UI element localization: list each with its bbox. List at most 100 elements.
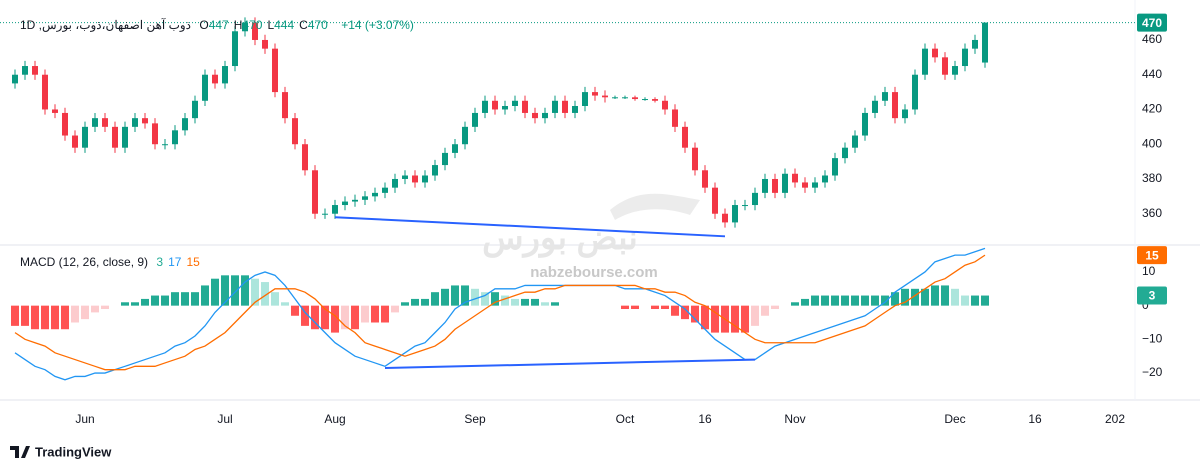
candle-body — [802, 182, 808, 188]
candle-body — [872, 100, 878, 113]
candle-body — [612, 97, 618, 99]
histogram-bar — [871, 295, 879, 306]
histogram-bar — [271, 292, 279, 306]
price-change: +14 (+3.07%) — [341, 18, 414, 32]
histogram-bar — [681, 305, 689, 320]
candle-body — [522, 100, 528, 113]
candle-body — [302, 144, 308, 171]
y-tick-label: 380 — [1142, 171, 1162, 185]
candle-body — [852, 135, 858, 148]
candle-body — [452, 144, 458, 153]
histogram-bar — [361, 305, 369, 323]
candle-body — [492, 100, 498, 110]
candle-body — [382, 187, 388, 193]
histogram-bar — [791, 302, 799, 306]
candle-body — [342, 201, 348, 206]
candle-body — [662, 100, 668, 110]
histogram-bar — [651, 305, 659, 310]
candle-body — [232, 31, 238, 67]
candle-body — [162, 144, 168, 146]
candle-body — [692, 147, 698, 171]
candle-body — [792, 173, 798, 183]
x-tick-label: Nov — [784, 412, 805, 426]
histogram-bar — [141, 298, 149, 306]
histogram-bar — [661, 305, 669, 310]
x-tick-label: Sep — [464, 412, 486, 426]
histogram-bar — [311, 305, 319, 330]
histogram-bar — [121, 302, 129, 306]
candle-body — [422, 175, 428, 183]
candle-body — [632, 97, 638, 100]
macd-legend: MACD (12, 26, close, 9) 3 17 15 — [20, 255, 210, 269]
histogram-bar — [81, 305, 89, 320]
histogram-bar — [931, 285, 939, 306]
candle-body — [602, 95, 608, 98]
candle-body — [762, 178, 768, 193]
price-legend: ذوب آهن اصفهان،ذوب، بورس, 1D O447 H470 L44… — [20, 18, 419, 32]
candle-body — [412, 175, 418, 183]
candle-body — [272, 48, 278, 93]
price-badge-label: 470 — [1142, 16, 1162, 30]
candle-body — [482, 100, 488, 113]
histogram-bar — [801, 298, 809, 306]
indicator-line — [14, 254, 986, 371]
histogram-bar — [841, 295, 849, 306]
histogram-bar — [441, 288, 449, 306]
histogram-bar — [181, 292, 189, 306]
price-badge — [1137, 286, 1167, 305]
histogram-bar — [31, 305, 39, 330]
ohlc-values: O447 H470 L444 C470 — [199, 18, 333, 32]
indicator-line — [14, 247, 986, 381]
histogram-bar — [741, 305, 749, 333]
histogram-bar — [761, 305, 769, 316]
histogram-bar — [151, 295, 159, 306]
candle-body — [262, 39, 268, 49]
candle-body — [12, 74, 18, 84]
candle-body — [842, 147, 848, 159]
candle-body — [572, 105, 578, 113]
histogram-bar — [431, 292, 439, 306]
histogram-bar — [261, 282, 269, 306]
y-tick-label: 440 — [1142, 67, 1162, 81]
candle-body — [182, 118, 188, 131]
histogram-bar — [351, 305, 359, 330]
macd-value: 17 — [168, 255, 182, 269]
watermark-site: nabzebourse.com — [530, 264, 658, 281]
histogram-bar — [191, 292, 199, 306]
histogram-bar — [391, 305, 399, 313]
indicator-title: MACD (12, 26, close, 9) — [20, 255, 149, 269]
candle-body — [212, 74, 218, 84]
candle-body — [372, 192, 378, 197]
histogram-bar — [691, 305, 699, 323]
candle-body — [742, 205, 748, 207]
ohlc-value: 447 — [208, 18, 229, 32]
x-tick-label: 16 — [1028, 412, 1042, 426]
candle-body — [672, 109, 678, 127]
histogram-bar — [881, 295, 889, 306]
candle-body — [722, 213, 728, 223]
candle-body — [472, 112, 478, 127]
ohlc-label: H — [233, 18, 243, 32]
indicator-values: 3 17 15 — [156, 255, 204, 269]
logo-icon — [10, 446, 30, 458]
y-tick-label: 400 — [1142, 136, 1162, 150]
candle-body — [502, 105, 508, 110]
candle-body — [172, 130, 178, 145]
histogram-bar — [911, 288, 919, 306]
candle-body — [62, 112, 68, 136]
ohlc-label: O — [199, 18, 209, 32]
histogram-bar — [251, 278, 259, 306]
candle-body — [682, 126, 688, 148]
histogram-bar — [41, 305, 49, 330]
histogram-bar — [821, 295, 829, 306]
histogram-bar — [291, 305, 299, 316]
candle-body — [542, 112, 548, 119]
y-tick-label: 0 — [1142, 298, 1149, 312]
candle-body — [812, 182, 818, 188]
price-badge-label: 15 — [1145, 248, 1159, 262]
candle-body — [702, 170, 708, 188]
y-tick-label: 420 — [1142, 102, 1162, 116]
candle-body — [582, 92, 588, 106]
candle-body — [52, 109, 58, 113]
y-tick-label: −10 — [1142, 332, 1163, 346]
